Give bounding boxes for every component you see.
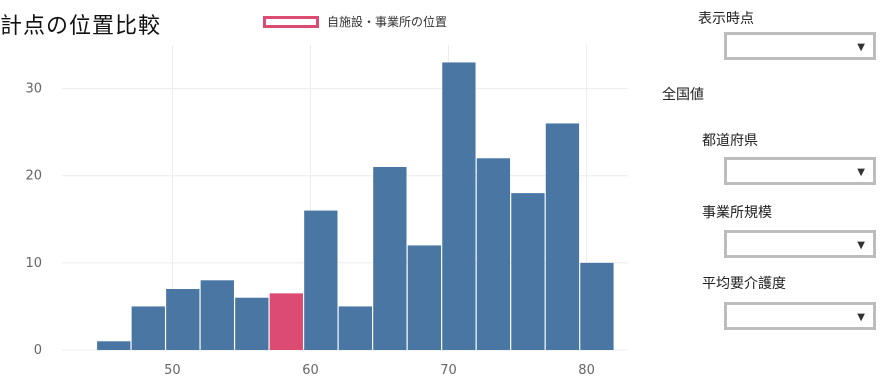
histogram-panel: 0 10 20 30 50 60 70 80 計点の位置比較 自施設・事業所の位置: [0, 13, 628, 378]
histogram-bar: [166, 289, 200, 350]
histogram-bar: [545, 123, 580, 350]
legend-label: 自施設・事業所の位置: [327, 15, 448, 29]
prefecture-label: 都道府県: [702, 133, 758, 149]
display-time-label: 表示時点: [698, 11, 754, 27]
highlight-bar: [269, 293, 303, 350]
display-time-select[interactable]: ▼: [724, 32, 876, 60]
histogram-bar: [97, 341, 131, 350]
histogram-bar: [373, 167, 407, 350]
histogram-chart: 0 10 20 30 50 60 70 80: [25, 45, 628, 378]
legend-swatch: [263, 15, 319, 28]
care-level-label: 平均要介護度: [702, 276, 786, 292]
chart-title: 計点の位置比較: [0, 14, 162, 39]
x-tick-label: 60: [302, 363, 319, 378]
histogram-bar: [407, 245, 442, 350]
legend[interactable]: 自施設・事業所の位置: [263, 13, 447, 30]
filter-controls: 表示時点 ▼ 全国値 都道府県 ▼ 事業所規模 ▼ 平均要介護度 ▼: [650, 0, 894, 379]
y-tick-label: 10: [25, 256, 42, 271]
x-tick-label: 70: [440, 363, 457, 378]
national-label: 全国値: [662, 87, 704, 103]
histogram-bar: [511, 193, 545, 350]
chevron-down-icon: ▼: [857, 312, 865, 323]
prefecture-select[interactable]: ▼: [724, 157, 876, 185]
chevron-down-icon: ▼: [857, 240, 865, 251]
histogram-bar: [442, 62, 476, 351]
y-tick-label: 20: [25, 169, 42, 184]
histogram-bar: [304, 210, 338, 350]
histogram-bar: [235, 297, 269, 350]
chevron-down-icon: ▼: [857, 42, 865, 53]
histogram-bar: [338, 306, 373, 350]
histogram-bar: [200, 280, 234, 350]
x-tick-label: 50: [164, 363, 181, 378]
histogram-bar: [131, 306, 165, 350]
scale-label: 事業所規模: [702, 205, 772, 221]
histogram-bar: [476, 158, 511, 350]
care-level-select[interactable]: ▼: [724, 302, 876, 330]
y-tick-label: 30: [25, 82, 42, 97]
x-tick-label: 80: [578, 363, 595, 378]
chevron-down-icon: ▼: [857, 167, 865, 178]
histogram-bar: [580, 262, 614, 350]
scale-select[interactable]: ▼: [724, 230, 876, 258]
y-tick-label: 0: [34, 343, 42, 358]
